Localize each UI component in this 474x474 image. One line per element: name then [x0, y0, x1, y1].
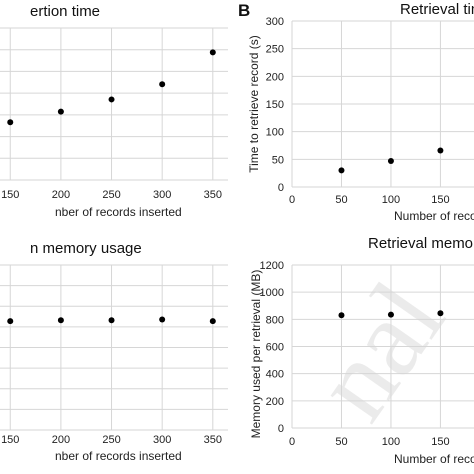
y-tick-label: 200	[266, 396, 284, 408]
data-point	[108, 317, 115, 324]
x-axis-label: Number of reco	[394, 452, 474, 466]
panel-letter: B	[238, 1, 250, 20]
x-tick-label: 150	[431, 436, 449, 448]
x-tick-label: 150	[1, 434, 19, 446]
data-point	[7, 119, 14, 126]
y-tick-label: 1200	[260, 260, 284, 272]
chart-title: Retrieval memor	[368, 235, 474, 252]
chart-title: ertion time	[30, 3, 100, 20]
x-tick-label: 300	[153, 189, 171, 201]
y-tick-label: 200	[266, 71, 284, 83]
x-axis-label: nber of records inserted	[55, 449, 182, 463]
retrieval-time-panel: 0 50 100 150 200 250 300 0 50 100 150 Retrieval tim…	[238, 1, 474, 223]
x-tick-label: 100	[382, 436, 400, 448]
chart-title: Retrieval tim	[400, 1, 474, 18]
x-tick-label: 200	[52, 434, 70, 446]
data-point	[57, 108, 64, 115]
x-tick-label: 350	[204, 434, 222, 446]
y-tick-label: 600	[266, 342, 284, 354]
x-tick-label: 0	[289, 436, 295, 448]
data-point	[57, 317, 64, 324]
x-tick-label: 300	[153, 434, 171, 446]
y-axis-label: Time to retrieve record (s)	[247, 35, 261, 173]
chart-title: n memory usage	[30, 240, 142, 257]
data-point	[7, 318, 14, 325]
x-tick-label: 50	[335, 194, 347, 206]
x-axis-label: Number of recor	[394, 209, 474, 223]
x-tick-label: 0	[289, 194, 295, 206]
x-tick-label: 250	[102, 434, 120, 446]
data-point	[159, 316, 166, 323]
x-tick-label: 200	[52, 189, 70, 201]
y-tick-label: 800	[266, 314, 284, 326]
data-point	[209, 318, 216, 325]
y-tick-label: 300	[266, 16, 284, 28]
data-point	[437, 147, 444, 154]
x-tick-label: 150	[1, 189, 19, 201]
y-tick-label: 50	[272, 154, 284, 166]
data-point	[159, 81, 166, 88]
y-tick-label: 100	[266, 127, 284, 139]
y-tick-label: 150	[266, 99, 284, 111]
x-tick-label: 100	[382, 194, 400, 206]
data-point	[108, 96, 115, 103]
y-tick-label: 400	[266, 369, 284, 381]
data-point	[209, 49, 216, 56]
y-tick-label: 1000	[260, 287, 284, 299]
y-axis-label: Memory used per retrieval (MB)	[249, 270, 263, 439]
data-point	[437, 310, 444, 317]
insertion-time-panel: 150 200 250 300 350 ertion time nber of record…	[0, 3, 228, 219]
x-axis-label: nber of records inserted	[55, 205, 182, 219]
y-tick-label: 0	[278, 182, 284, 194]
x-tick-label: 50	[335, 436, 347, 448]
y-tick-label: 250	[266, 44, 284, 56]
data-point	[338, 167, 345, 174]
data-point	[387, 157, 394, 164]
x-tick-label: 250	[102, 189, 120, 201]
data-point	[387, 311, 394, 318]
y-tick-label: 0	[278, 423, 284, 435]
x-tick-label: 150	[431, 194, 449, 206]
insertion-memory-panel: 150 200 250 300 350 n memory usage nber of rec…	[0, 240, 228, 463]
x-tick-label: 350	[204, 189, 222, 201]
retrieval-memory-panel: 0 200 400 600 800 1000 1200 0 50 100 150 Retrieval …	[249, 235, 474, 466]
data-point	[338, 312, 345, 319]
